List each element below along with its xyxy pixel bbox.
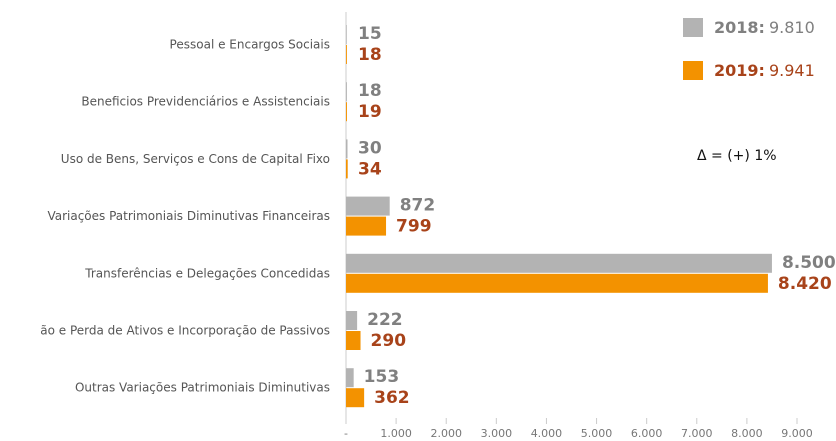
value-label: 153	[364, 367, 400, 387]
bar	[346, 159, 348, 179]
category-label: Uso de Bens, Serviços e Cons de Capital …	[61, 152, 330, 166]
category-label: Variações Patrimoniais Diminutivas Finan…	[47, 209, 330, 223]
value-label: 18	[358, 81, 382, 101]
category-label: Transferências e Delegações Concedidas	[84, 266, 330, 280]
category-label: Pessoal e Encargos Sociais	[170, 38, 330, 52]
bar	[346, 311, 358, 330]
bar	[346, 45, 347, 64]
bar	[346, 82, 347, 102]
legend-total: 9.810	[769, 18, 815, 37]
category-label: ão e Perda de Ativos e Incorporação de P…	[40, 324, 330, 338]
value-label: 18	[358, 45, 382, 65]
bar	[346, 216, 387, 236]
category-label: Outras Variações Patrimoniais Diminutiva…	[75, 381, 330, 395]
value-label: 34	[358, 159, 382, 179]
x-tick-label: 7.000	[681, 427, 713, 440]
legend-name: 2018:	[714, 18, 765, 37]
bar	[346, 331, 361, 350]
legend-label: 2019: 9.941	[714, 61, 815, 80]
x-tick-label: 5.000	[581, 427, 613, 440]
value-label: 362	[374, 388, 410, 408]
value-label: 8.500	[782, 253, 836, 273]
value-label: 8.420	[778, 274, 832, 294]
x-tick-label: 2.000	[430, 427, 462, 440]
value-label: 30	[358, 138, 382, 158]
x-tick-label: 9.000	[781, 427, 813, 440]
x-tick-label: 1.000	[380, 427, 412, 440]
bar	[346, 388, 365, 408]
value-label: 222	[367, 310, 403, 330]
x-tick-label: 8.000	[731, 427, 763, 440]
x-tick-label: 3.000	[481, 427, 513, 440]
value-label: 290	[371, 331, 407, 351]
bar	[346, 25, 347, 44]
value-label: 799	[396, 217, 432, 237]
x-tick-label: 4.000	[531, 427, 563, 440]
bar	[346, 273, 768, 293]
legend-total: 9.941	[769, 61, 815, 80]
bar	[346, 139, 348, 159]
legend-swatch	[683, 18, 703, 37]
bar	[346, 196, 390, 216]
legend-label: 2018: 9.810	[714, 18, 815, 37]
bar	[346, 368, 354, 388]
x-tick-label: 6.000	[631, 427, 663, 440]
bar	[346, 102, 347, 122]
annotation: Δ = (+) 1%	[697, 148, 777, 164]
category-label: Beneficios Previdenciários e Assistencia…	[81, 95, 330, 109]
value-label: 19	[358, 102, 382, 122]
bar	[346, 253, 772, 273]
legend-swatch	[683, 61, 703, 80]
legend-name: 2019:	[714, 61, 765, 80]
value-label: 15	[358, 24, 382, 44]
x-tick-label: -	[344, 427, 348, 440]
value-label: 872	[400, 196, 436, 216]
